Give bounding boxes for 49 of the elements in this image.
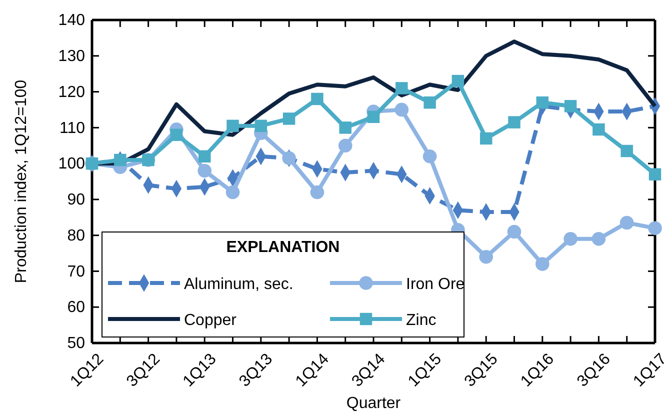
y-tick-label: 90 <box>67 192 86 209</box>
x-axis-title: Quarter <box>346 395 402 412</box>
point <box>254 120 268 132</box>
point <box>536 96 549 109</box>
point <box>564 232 578 246</box>
point <box>310 185 324 200</box>
y-axis-title: Production index, 1Q12=100 <box>13 80 30 284</box>
legend-label: Aluminum, sec. <box>184 276 294 293</box>
y-tick-label: 70 <box>67 263 86 280</box>
point <box>452 74 464 88</box>
point <box>422 149 437 164</box>
point <box>508 116 520 128</box>
point <box>507 224 522 239</box>
point <box>620 144 633 158</box>
point <box>198 164 212 178</box>
point <box>648 168 662 180</box>
y-tick-label: 120 <box>58 84 86 101</box>
point <box>479 250 494 264</box>
point <box>592 232 606 246</box>
point <box>338 138 352 153</box>
point <box>311 92 324 106</box>
point <box>396 82 408 94</box>
point <box>226 185 240 200</box>
y-tick-label: 100 <box>58 156 86 173</box>
point <box>170 128 183 141</box>
point <box>620 216 634 230</box>
point <box>198 150 211 162</box>
point <box>648 221 662 236</box>
point <box>339 122 352 134</box>
point <box>394 102 409 117</box>
point <box>424 96 436 109</box>
legend-label: Copper <box>184 312 238 329</box>
legend-label: Iron Ore <box>406 276 465 293</box>
point <box>592 123 605 136</box>
y-tick-label: 50 <box>67 335 86 352</box>
point <box>564 100 577 112</box>
point <box>367 110 380 124</box>
y-tick-label: 110 <box>59 120 86 137</box>
y-tick-label: 80 <box>67 227 86 244</box>
legend-title: EXPLANATION <box>226 239 340 256</box>
legend-label: Zinc <box>406 312 436 329</box>
point <box>535 257 550 271</box>
point <box>226 120 239 132</box>
y-tick-label: 60 <box>67 299 86 316</box>
y-tick-label: 130 <box>58 48 86 66</box>
point <box>114 154 126 166</box>
point <box>480 132 492 145</box>
y-tick-label: 140 <box>58 12 86 30</box>
point <box>282 112 296 125</box>
